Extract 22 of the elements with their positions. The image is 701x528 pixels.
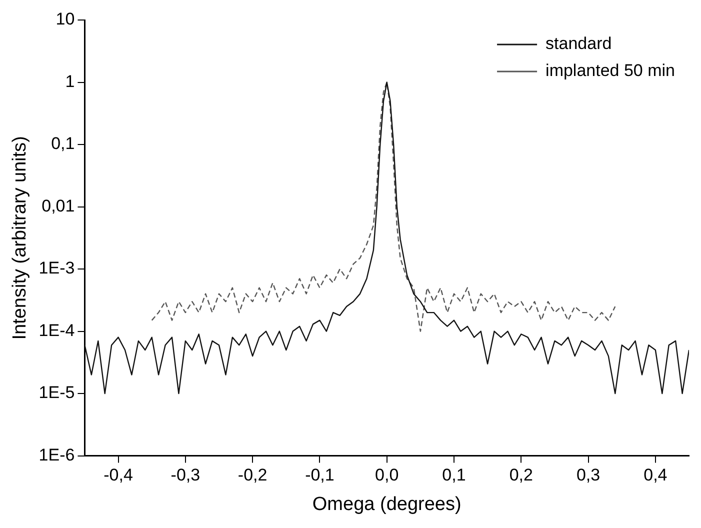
x-tick-label: 0,2 xyxy=(509,466,533,485)
y-tick-label: 1E-5 xyxy=(38,383,75,402)
x-tick-label: -0,1 xyxy=(305,466,334,485)
legend-label: standard xyxy=(546,34,612,54)
x-tick-label: -0,3 xyxy=(170,466,200,485)
y-tick-label: 0,1 xyxy=(51,134,75,154)
x-tick-label: 0,4 xyxy=(644,466,668,485)
y-axis-title: Intensity (arbitrary units) xyxy=(10,136,31,340)
line-series xyxy=(151,82,616,332)
x-tick-label: -0,2 xyxy=(238,466,268,485)
y-tick-label: 0,01 xyxy=(42,196,75,216)
x-axis-title: Omega (degrees) xyxy=(312,494,462,515)
legend-label: implanted 50 min xyxy=(546,61,676,80)
y-tick-label: 1E-4 xyxy=(38,320,75,340)
y-tick-label: 1 xyxy=(65,72,75,91)
x-tick-label: 0,3 xyxy=(576,466,600,485)
y-tick-label: 1E-6 xyxy=(38,445,75,464)
y-tick-label: 10 xyxy=(56,10,75,29)
x-tick-label: 0,0 xyxy=(375,466,399,485)
x-tick-label: -0,4 xyxy=(104,466,133,485)
y-tick-label: 1E-3 xyxy=(38,258,75,278)
x-tick-label: 0,1 xyxy=(442,466,466,485)
